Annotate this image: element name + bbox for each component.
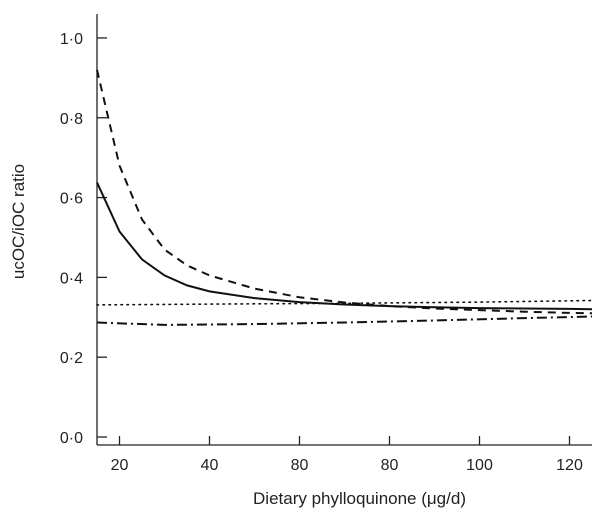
y-tick-label: 0·6 <box>60 191 83 208</box>
y-axis-label: ucOC/iOC ratio <box>9 164 28 279</box>
y-tick-label: 0·0 <box>60 430 83 447</box>
x-tick-label: 100 <box>466 457 493 474</box>
y-ticks: 0·0 0·2 0·4 0·6 0·8 1·0 <box>60 31 107 447</box>
x-tick-label: 80 <box>291 457 309 474</box>
series-line-solid <box>96 181 592 311</box>
series-line-dotted <box>96 299 592 306</box>
x-ticks: 20 40 80 80 100 120 <box>111 436 583 474</box>
series-lines <box>96 69 592 326</box>
x-tick-label: 20 <box>111 457 129 474</box>
y-tick-label: 0·2 <box>60 350 83 367</box>
axes <box>96 14 592 446</box>
x-axis-label: Dietary phylloquinone (μg/d) <box>253 489 466 508</box>
y-tick-label: 0·8 <box>60 111 83 128</box>
series-line-dashed <box>96 69 592 315</box>
series-line-dash-dot <box>96 315 592 326</box>
x-tick-label: 40 <box>201 457 219 474</box>
y-tick-label: 0·4 <box>60 270 83 287</box>
x-tick-label: 80 <box>381 457 399 474</box>
x-tick-label: 120 <box>556 457 583 474</box>
y-tick-label: 1·0 <box>60 31 83 48</box>
